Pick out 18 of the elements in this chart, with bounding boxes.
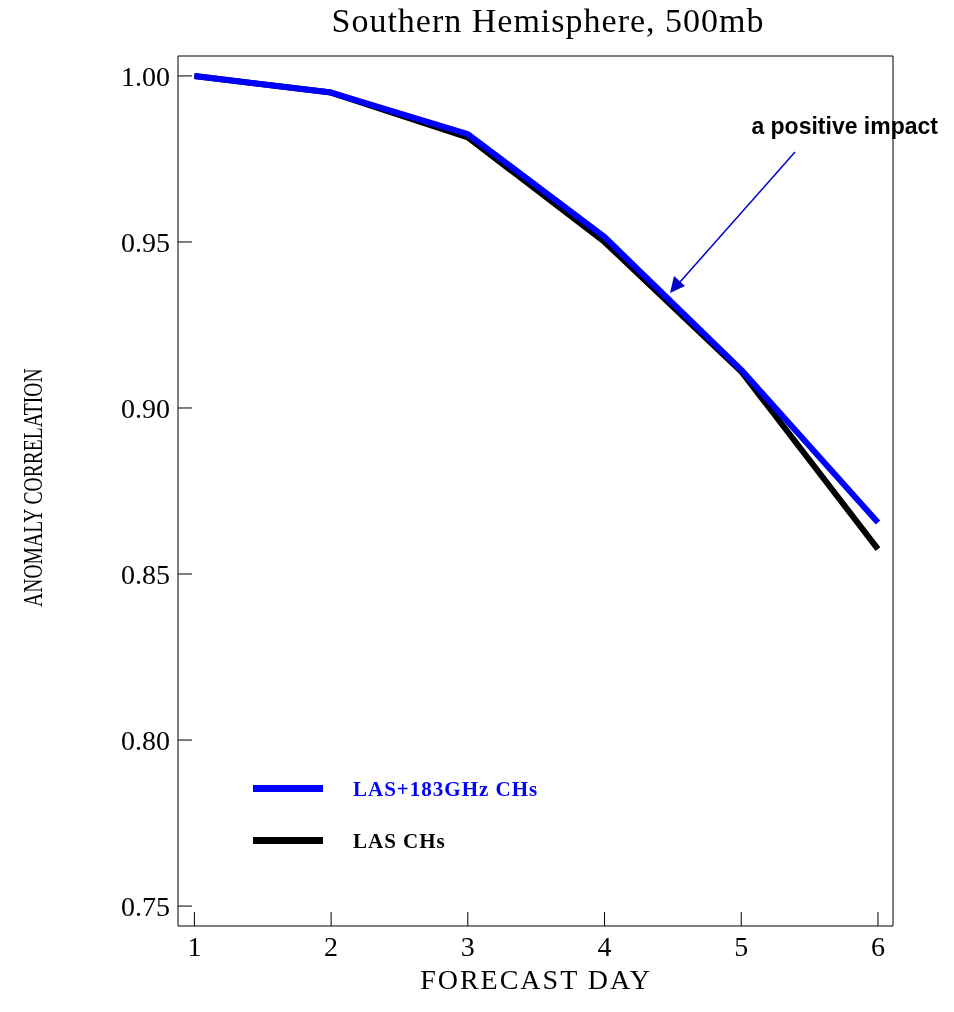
x-tick-label: 3 [460, 930, 475, 962]
annotation: a positive impact [750, 113, 938, 140]
legend-label: LAS CHs [353, 828, 446, 854]
y-tick-label: 0.75 [121, 891, 170, 923]
x-axis-title: FORECAST DAY [419, 964, 653, 996]
x-tick-label: 2 [324, 930, 339, 962]
y-tick-label: 0.80 [121, 724, 170, 756]
y-tick-label: 1.00 [121, 60, 170, 92]
y-tick-label: 0.95 [121, 226, 170, 258]
x-tick-label: 1 [187, 930, 202, 962]
x-tick-label: 4 [597, 930, 612, 962]
chart-title: Southern Hemisphere, 500mb [330, 2, 766, 40]
y-tick-label: 0.90 [121, 392, 170, 424]
legend-label: LAS+183GHz CHs [353, 776, 539, 802]
x-tick-label: 6 [870, 930, 885, 962]
y-axis-title: ANOMALY CORRELATION [17, 368, 49, 608]
x-tick-label: 5 [734, 930, 749, 962]
y-tick-label: 0.85 [121, 558, 170, 590]
